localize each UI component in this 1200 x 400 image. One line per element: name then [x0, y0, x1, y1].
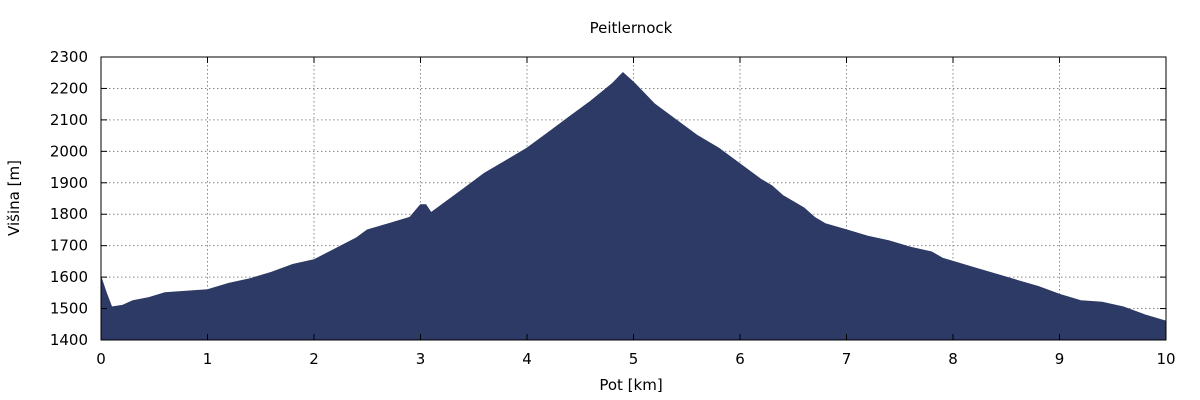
x-tick-label: 0 [96, 350, 106, 368]
x-tick-label: 7 [842, 350, 852, 368]
x-tick-label: 1 [203, 350, 213, 368]
y-axis-ticks: 1400 1500 1600 1700 1800 1900 2000 2100 2200 2300 [50, 48, 1166, 349]
x-axis-ticks: 0 1 2 3 4 5 6 7 8 9 10 [96, 57, 1176, 368]
x-tick-label: 4 [522, 350, 532, 368]
x-tick-label: 3 [416, 350, 426, 368]
x-tick-label: 2 [309, 350, 319, 368]
y-tick-label: 1700 [50, 237, 88, 255]
x-tick-label: 10 [1156, 350, 1175, 368]
y-tick-label: 1500 [50, 300, 88, 318]
x-tick-label: 9 [1055, 350, 1065, 368]
y-tick-label: 2100 [50, 111, 88, 129]
x-axis-label: Pot [km] [599, 376, 662, 394]
x-tick-label: 5 [629, 350, 639, 368]
y-tick-label: 2200 [50, 79, 88, 97]
y-tick-label: 1800 [50, 205, 88, 223]
chart-title: Peitlernock [590, 19, 673, 37]
y-tick-label: 2000 [50, 142, 88, 160]
y-tick-label: 2300 [50, 48, 88, 66]
y-tick-label: 1900 [50, 174, 88, 192]
y-tick-label: 1600 [50, 268, 88, 286]
x-tick-label: 8 [948, 350, 958, 368]
x-tick-label: 6 [735, 350, 745, 368]
y-axis-label: Višina [m] [5, 160, 23, 236]
y-tick-label: 1400 [50, 331, 88, 349]
elevation-area [100, 72, 1167, 341]
